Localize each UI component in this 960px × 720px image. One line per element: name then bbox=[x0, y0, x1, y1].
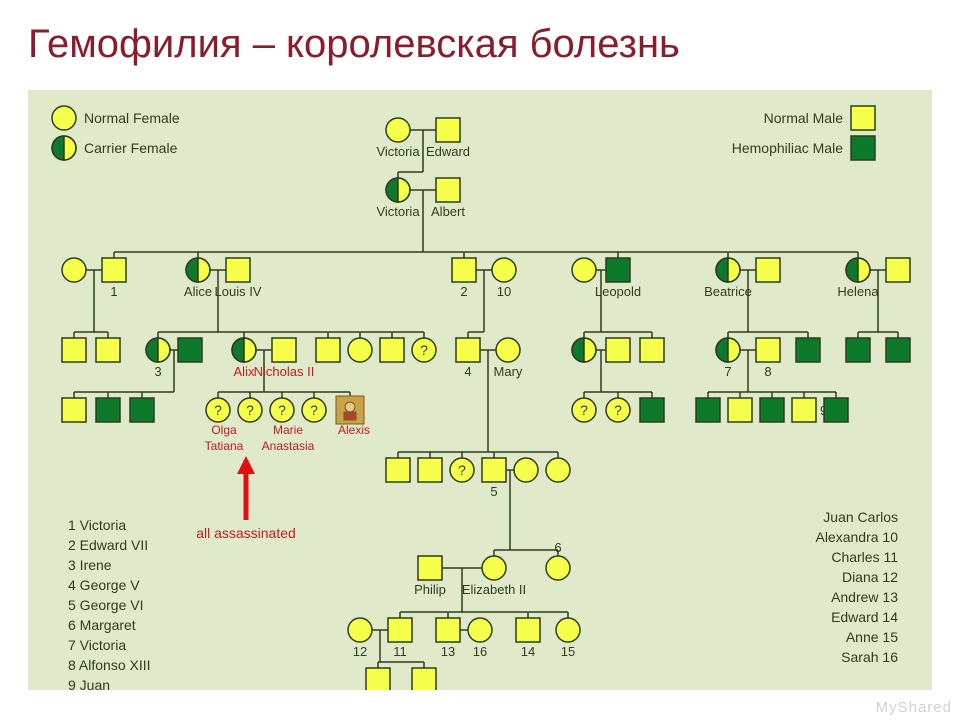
svg-text:Alice: Alice bbox=[184, 284, 212, 299]
svg-text:Louis IV: Louis IV bbox=[215, 284, 262, 299]
svg-text:Philip: Philip bbox=[414, 582, 446, 597]
svg-text:?: ? bbox=[310, 402, 318, 418]
pedigree-chart: Victoria Edward Victoria Albert 1 AliceLouis … bbox=[28, 90, 932, 690]
svg-text:Alix: Alix bbox=[234, 364, 255, 379]
svg-text:Anne 15: Anne 15 bbox=[846, 629, 898, 645]
svg-text:Charles 11: Charles 11 bbox=[831, 549, 898, 565]
svg-text:3 Irene: 3 Irene bbox=[68, 557, 112, 573]
svg-text:11: 11 bbox=[393, 644, 407, 659]
svg-text:?: ? bbox=[580, 402, 588, 418]
svg-text:Marie: Marie bbox=[273, 423, 303, 437]
svg-text:Diana 12: Diana 12 bbox=[842, 569, 898, 585]
svg-text:Victoria: Victoria bbox=[376, 204, 420, 219]
svg-text:Anastasia: Anastasia bbox=[262, 439, 315, 453]
svg-text:10: 10 bbox=[497, 284, 511, 299]
svg-text:8: 8 bbox=[764, 364, 771, 379]
svg-text:all assassinated: all assassinated bbox=[196, 525, 296, 541]
svg-text:4: 4 bbox=[464, 364, 471, 379]
svg-text:Carrier Female: Carrier Female bbox=[84, 140, 178, 156]
svg-text:15: 15 bbox=[561, 644, 575, 659]
watermark: MyShared bbox=[876, 699, 952, 716]
svg-text:8 Alfonso XIII: 8 Alfonso XIII bbox=[68, 657, 151, 673]
svg-text:9 Juan: 9 Juan bbox=[68, 677, 110, 690]
svg-text:?: ? bbox=[278, 402, 286, 418]
svg-text:Normal Male: Normal Male bbox=[764, 110, 844, 126]
svg-text:Sarah 16: Sarah 16 bbox=[841, 649, 898, 665]
svg-text:5: 5 bbox=[490, 484, 497, 499]
svg-text:Victoria: Victoria bbox=[376, 144, 420, 159]
svg-text:Nicholas II: Nicholas II bbox=[254, 364, 315, 379]
svg-text:Leopold: Leopold bbox=[595, 284, 641, 299]
svg-text:Normal Female: Normal Female bbox=[84, 110, 180, 126]
svg-text:Edward: Edward bbox=[426, 144, 470, 159]
svg-text:Helena: Helena bbox=[837, 284, 879, 299]
svg-text:14: 14 bbox=[521, 644, 535, 659]
svg-text:6 Margaret: 6 Margaret bbox=[68, 617, 136, 633]
svg-text:12: 12 bbox=[353, 644, 367, 659]
svg-text:Olga: Olga bbox=[211, 423, 237, 437]
svg-text:Tatiana: Tatiana bbox=[205, 439, 244, 453]
svg-text:?: ? bbox=[214, 402, 222, 418]
svg-text:?: ? bbox=[458, 462, 466, 478]
svg-text:?: ? bbox=[420, 342, 428, 358]
svg-text:Edward 14: Edward 14 bbox=[831, 609, 898, 625]
svg-text:7: 7 bbox=[724, 364, 731, 379]
svg-text:Andrew 13: Andrew 13 bbox=[831, 589, 898, 605]
svg-text:1 Victoria: 1 Victoria bbox=[68, 517, 126, 533]
svg-text:7 Victoria: 7 Victoria bbox=[68, 637, 126, 653]
svg-text:2: 2 bbox=[460, 284, 467, 299]
svg-text:2 Edward VII: 2 Edward VII bbox=[68, 537, 148, 553]
svg-text:?: ? bbox=[246, 402, 254, 418]
svg-text:Alexis: Alexis bbox=[338, 423, 370, 437]
svg-text:Juan Carlos: Juan Carlos bbox=[823, 509, 898, 525]
svg-text:Elizabeth II: Elizabeth II bbox=[462, 582, 526, 597]
svg-text:13: 13 bbox=[441, 644, 455, 659]
svg-text:5 George VI: 5 George VI bbox=[68, 597, 144, 613]
svg-text:Alexandra 10: Alexandra 10 bbox=[815, 529, 898, 545]
svg-text:Mary: Mary bbox=[494, 364, 523, 379]
svg-text:6: 6 bbox=[554, 540, 561, 555]
svg-text:Hemophiliac Male: Hemophiliac Male bbox=[732, 140, 843, 156]
svg-text:Beatrice: Beatrice bbox=[704, 284, 752, 299]
svg-text:16: 16 bbox=[473, 644, 487, 659]
svg-text:1: 1 bbox=[110, 284, 117, 299]
svg-text:Albert: Albert bbox=[431, 204, 465, 219]
slide-title: Гемофилия – королевская болезнь bbox=[28, 22, 680, 67]
svg-text:4 George V: 4 George V bbox=[68, 577, 140, 593]
svg-text:3: 3 bbox=[154, 364, 161, 379]
svg-text:?: ? bbox=[614, 402, 622, 418]
